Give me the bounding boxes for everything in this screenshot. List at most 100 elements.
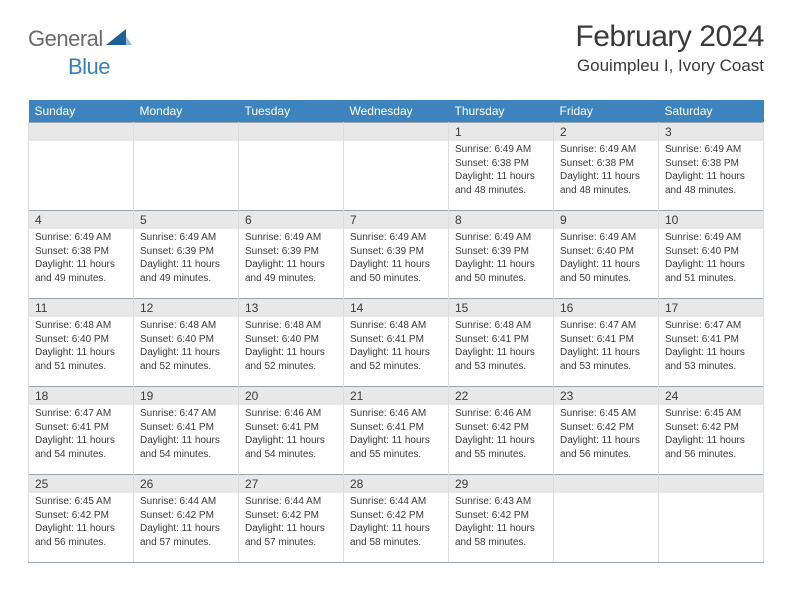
calendar-page: General February 2024 Gouimpleu I, Ivory… bbox=[0, 0, 792, 573]
calendar-cell: 6Sunrise: 6:49 AMSunset: 6:39 PMDaylight… bbox=[239, 210, 344, 298]
weekday-header: Sunday bbox=[29, 100, 134, 122]
day-details: Sunrise: 6:44 AMSunset: 6:42 PMDaylight:… bbox=[239, 493, 343, 553]
day-details: Sunrise: 6:47 AMSunset: 6:41 PMDaylight:… bbox=[29, 405, 133, 465]
day-number: 14 bbox=[344, 298, 448, 317]
calendar-cell: 27Sunrise: 6:44 AMSunset: 6:42 PMDayligh… bbox=[239, 474, 344, 562]
day-number: 7 bbox=[344, 210, 448, 229]
calendar-cell: 24Sunrise: 6:45 AMSunset: 6:42 PMDayligh… bbox=[659, 386, 764, 474]
day-details: Sunrise: 6:47 AMSunset: 6:41 PMDaylight:… bbox=[554, 317, 658, 377]
daynum-bar-empty bbox=[554, 474, 658, 493]
calendar-cell: 23Sunrise: 6:45 AMSunset: 6:42 PMDayligh… bbox=[554, 386, 659, 474]
calendar-cell: 14Sunrise: 6:48 AMSunset: 6:41 PMDayligh… bbox=[344, 298, 449, 386]
daynum-bar-empty bbox=[344, 122, 448, 141]
day-details: Sunrise: 6:48 AMSunset: 6:40 PMDaylight:… bbox=[29, 317, 133, 377]
day-details: Sunrise: 6:45 AMSunset: 6:42 PMDaylight:… bbox=[29, 493, 133, 553]
day-details: Sunrise: 6:46 AMSunset: 6:42 PMDaylight:… bbox=[449, 405, 553, 465]
day-details: Sunrise: 6:49 AMSunset: 6:39 PMDaylight:… bbox=[344, 229, 448, 289]
day-number: 16 bbox=[554, 298, 658, 317]
calendar-cell bbox=[134, 122, 239, 210]
calendar-cell: 11Sunrise: 6:48 AMSunset: 6:40 PMDayligh… bbox=[29, 298, 134, 386]
day-details: Sunrise: 6:45 AMSunset: 6:42 PMDaylight:… bbox=[659, 405, 763, 465]
day-number: 26 bbox=[134, 474, 238, 493]
day-details: Sunrise: 6:49 AMSunset: 6:38 PMDaylight:… bbox=[449, 141, 553, 201]
calendar-cell: 18Sunrise: 6:47 AMSunset: 6:41 PMDayligh… bbox=[29, 386, 134, 474]
day-number: 27 bbox=[239, 474, 343, 493]
day-details: Sunrise: 6:49 AMSunset: 6:38 PMDaylight:… bbox=[29, 229, 133, 289]
day-number: 24 bbox=[659, 386, 763, 405]
calendar-cell: 3Sunrise: 6:49 AMSunset: 6:38 PMDaylight… bbox=[659, 122, 764, 210]
day-number: 29 bbox=[449, 474, 553, 493]
day-details: Sunrise: 6:47 AMSunset: 6:41 PMDaylight:… bbox=[659, 317, 763, 377]
day-details: Sunrise: 6:47 AMSunset: 6:41 PMDaylight:… bbox=[134, 405, 238, 465]
day-details: Sunrise: 6:48 AMSunset: 6:41 PMDaylight:… bbox=[449, 317, 553, 377]
calendar-cell: 8Sunrise: 6:49 AMSunset: 6:39 PMDaylight… bbox=[449, 210, 554, 298]
day-number: 23 bbox=[554, 386, 658, 405]
calendar-cell: 15Sunrise: 6:48 AMSunset: 6:41 PMDayligh… bbox=[449, 298, 554, 386]
day-details: Sunrise: 6:49 AMSunset: 6:40 PMDaylight:… bbox=[554, 229, 658, 289]
calendar-cell: 17Sunrise: 6:47 AMSunset: 6:41 PMDayligh… bbox=[659, 298, 764, 386]
day-number: 4 bbox=[29, 210, 133, 229]
day-number: 21 bbox=[344, 386, 448, 405]
day-number: 11 bbox=[29, 298, 133, 317]
day-details: Sunrise: 6:48 AMSunset: 6:40 PMDaylight:… bbox=[239, 317, 343, 377]
calendar-cell: 2Sunrise: 6:49 AMSunset: 6:38 PMDaylight… bbox=[554, 122, 659, 210]
calendar-cell bbox=[659, 474, 764, 562]
calendar-cell: 4Sunrise: 6:49 AMSunset: 6:38 PMDaylight… bbox=[29, 210, 134, 298]
day-details: Sunrise: 6:49 AMSunset: 6:39 PMDaylight:… bbox=[449, 229, 553, 289]
daynum-bar-empty bbox=[134, 122, 238, 141]
day-number: 10 bbox=[659, 210, 763, 229]
calendar-cell: 10Sunrise: 6:49 AMSunset: 6:40 PMDayligh… bbox=[659, 210, 764, 298]
day-number: 9 bbox=[554, 210, 658, 229]
day-details: Sunrise: 6:49 AMSunset: 6:39 PMDaylight:… bbox=[134, 229, 238, 289]
day-details: Sunrise: 6:49 AMSunset: 6:40 PMDaylight:… bbox=[659, 229, 763, 289]
day-number: 3 bbox=[659, 122, 763, 141]
day-details: Sunrise: 6:45 AMSunset: 6:42 PMDaylight:… bbox=[554, 405, 658, 465]
daynum-bar-empty bbox=[29, 122, 133, 141]
calendar-cell: 20Sunrise: 6:46 AMSunset: 6:41 PMDayligh… bbox=[239, 386, 344, 474]
day-number: 28 bbox=[344, 474, 448, 493]
calendar-cell: 25Sunrise: 6:45 AMSunset: 6:42 PMDayligh… bbox=[29, 474, 134, 562]
calendar-body: 1Sunrise: 6:49 AMSunset: 6:38 PMDaylight… bbox=[29, 122, 764, 562]
day-number: 8 bbox=[449, 210, 553, 229]
day-number: 2 bbox=[554, 122, 658, 141]
calendar-cell bbox=[554, 474, 659, 562]
calendar-cell: 16Sunrise: 6:47 AMSunset: 6:41 PMDayligh… bbox=[554, 298, 659, 386]
day-details: Sunrise: 6:46 AMSunset: 6:41 PMDaylight:… bbox=[239, 405, 343, 465]
day-details: Sunrise: 6:43 AMSunset: 6:42 PMDaylight:… bbox=[449, 493, 553, 553]
day-details: Sunrise: 6:48 AMSunset: 6:40 PMDaylight:… bbox=[134, 317, 238, 377]
calendar-cell: 9Sunrise: 6:49 AMSunset: 6:40 PMDaylight… bbox=[554, 210, 659, 298]
calendar-cell: 19Sunrise: 6:47 AMSunset: 6:41 PMDayligh… bbox=[134, 386, 239, 474]
brand-logo: General bbox=[28, 26, 134, 52]
daynum-bar-empty bbox=[659, 474, 763, 493]
calendar-cell: 5Sunrise: 6:49 AMSunset: 6:39 PMDaylight… bbox=[134, 210, 239, 298]
day-number: 18 bbox=[29, 386, 133, 405]
calendar-table: SundayMondayTuesdayWednesdayThursdayFrid… bbox=[28, 100, 764, 563]
day-details: Sunrise: 6:44 AMSunset: 6:42 PMDaylight:… bbox=[344, 493, 448, 553]
day-number: 15 bbox=[449, 298, 553, 317]
day-details: Sunrise: 6:46 AMSunset: 6:41 PMDaylight:… bbox=[344, 405, 448, 465]
title-block: February 2024 Gouimpleu I, Ivory Coast bbox=[575, 20, 764, 76]
day-number: 20 bbox=[239, 386, 343, 405]
calendar-cell: 22Sunrise: 6:46 AMSunset: 6:42 PMDayligh… bbox=[449, 386, 554, 474]
day-details: Sunrise: 6:44 AMSunset: 6:42 PMDaylight:… bbox=[134, 493, 238, 553]
day-number: 25 bbox=[29, 474, 133, 493]
calendar-cell: 1Sunrise: 6:49 AMSunset: 6:38 PMDaylight… bbox=[449, 122, 554, 210]
calendar-cell: 26Sunrise: 6:44 AMSunset: 6:42 PMDayligh… bbox=[134, 474, 239, 562]
month-title: February 2024 bbox=[575, 20, 764, 54]
weekday-header: Wednesday bbox=[344, 100, 449, 122]
calendar-cell bbox=[239, 122, 344, 210]
calendar-cell: 12Sunrise: 6:48 AMSunset: 6:40 PMDayligh… bbox=[134, 298, 239, 386]
day-details: Sunrise: 6:49 AMSunset: 6:38 PMDaylight:… bbox=[659, 141, 763, 201]
weekday-header: Saturday bbox=[659, 100, 764, 122]
day-number: 1 bbox=[449, 122, 553, 141]
day-details: Sunrise: 6:49 AMSunset: 6:39 PMDaylight:… bbox=[239, 229, 343, 289]
weekday-header: Monday bbox=[134, 100, 239, 122]
weekday-header: Friday bbox=[554, 100, 659, 122]
calendar-cell: 13Sunrise: 6:48 AMSunset: 6:40 PMDayligh… bbox=[239, 298, 344, 386]
weekday-header: Thursday bbox=[449, 100, 554, 122]
logo-text-blue: Blue bbox=[68, 54, 110, 79]
calendar-cell bbox=[344, 122, 449, 210]
day-number: 12 bbox=[134, 298, 238, 317]
calendar-cell: 28Sunrise: 6:44 AMSunset: 6:42 PMDayligh… bbox=[344, 474, 449, 562]
day-number: 13 bbox=[239, 298, 343, 317]
